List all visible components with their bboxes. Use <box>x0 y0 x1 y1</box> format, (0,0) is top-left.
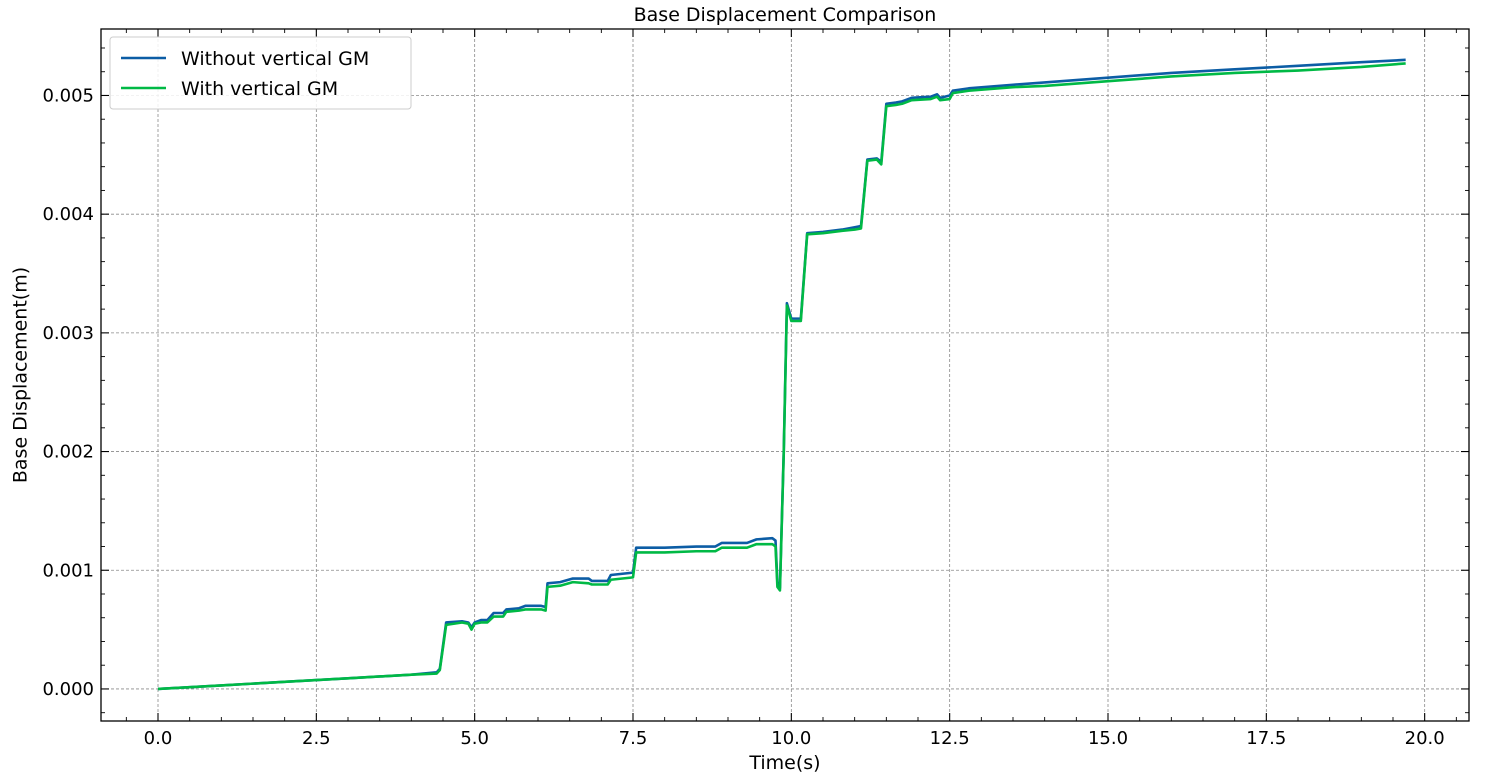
y-axis-title: Base Displacement(m) <box>10 267 32 483</box>
x-tick-label: 10.0 <box>771 728 811 749</box>
y-tick-label: 0.000 <box>42 679 94 700</box>
x-tick-label: 5.0 <box>460 728 489 749</box>
y-tick-label: 0.005 <box>42 85 94 106</box>
series-layer <box>157 58 1406 691</box>
legend: Without vertical GM With vertical GM <box>109 36 412 110</box>
x-tick-label: 12.5 <box>930 728 970 749</box>
series-line-0 <box>157 58 1406 691</box>
x-tick-label: 20.0 <box>1405 728 1445 749</box>
x-tick-label: 2.5 <box>302 728 331 749</box>
x-tick-labels: 0.0 2.5 5.0 7.5 10.0 12.5 15.0 17.5 20.0 <box>144 728 1445 749</box>
y-tick-label: 0.001 <box>42 560 94 581</box>
y-tick-label: 0.002 <box>42 442 94 463</box>
series-line-1 <box>157 62 1406 691</box>
x-tick-label: 0.0 <box>144 728 173 749</box>
ticks <box>101 29 1469 721</box>
plot-frame <box>100 28 1470 722</box>
x-tick-label: 15.0 <box>1088 728 1128 749</box>
x-tick-label: 7.5 <box>619 728 648 749</box>
legend-box <box>109 36 412 110</box>
legend-label-with-vertical-gm: With vertical GM <box>181 78 338 100</box>
y-tick-label: 0.003 <box>42 323 94 344</box>
x-tick-label: 17.5 <box>1246 728 1286 749</box>
x-axis-title: Time(s) <box>748 752 820 774</box>
y-tick-label: 0.004 <box>42 204 94 225</box>
chart-title: Base Displacement Comparison <box>634 4 937 26</box>
y-tick-labels: 0.000 0.001 0.002 0.003 0.004 0.005 <box>42 85 94 699</box>
legend-label-without-vertical-gm: Without vertical GM <box>181 48 369 70</box>
